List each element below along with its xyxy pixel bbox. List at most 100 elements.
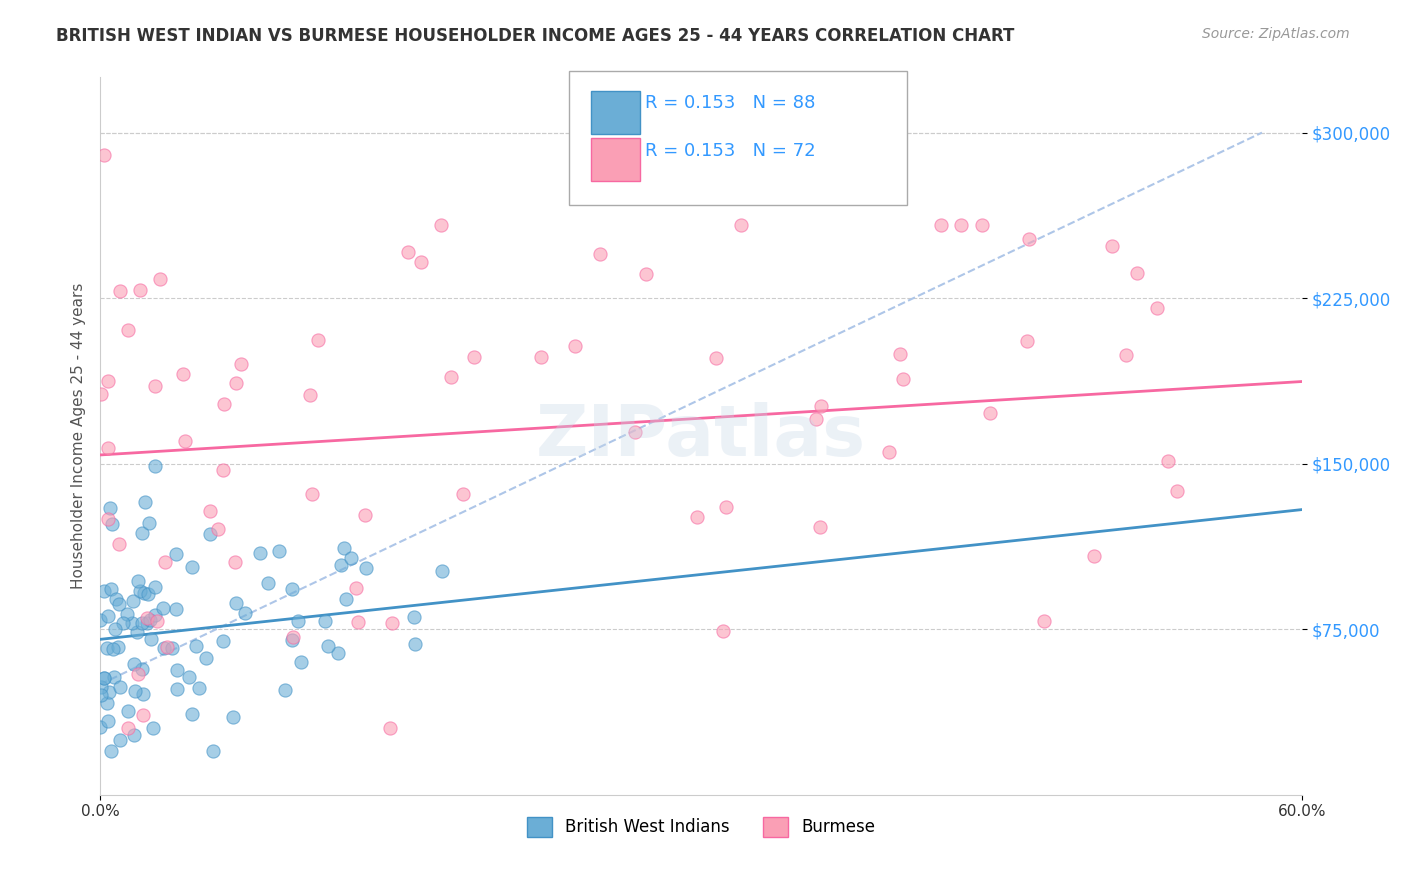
Burmese [979, 406, 1001, 420]
British West Indians [136, 615, 159, 630]
British West Indians [98, 500, 121, 515]
British West Indians [103, 670, 125, 684]
Burmese [231, 357, 253, 371]
British West Indians [93, 671, 115, 685]
British West Indians [187, 681, 209, 695]
British West Indians [131, 525, 153, 540]
British West Indians [200, 527, 222, 541]
British West Indians [89, 720, 111, 734]
Burmese [396, 244, 419, 259]
British West Indians [141, 632, 163, 647]
British West Indians [152, 640, 174, 655]
British West Indians [100, 743, 122, 757]
British West Indians [332, 541, 354, 555]
British West Indians [96, 641, 118, 656]
British West Indians [97, 714, 120, 728]
Burmese [716, 500, 738, 514]
Burmese [153, 555, 176, 569]
British West Indians [194, 650, 217, 665]
Burmese [1115, 348, 1137, 362]
Burmese [172, 367, 194, 381]
British West Indians [290, 655, 312, 669]
Burmese [301, 487, 323, 501]
Burmese [127, 667, 149, 681]
British West Indians [354, 561, 377, 575]
British West Indians [122, 657, 145, 672]
British West Indians [131, 662, 153, 676]
British West Indians [136, 587, 159, 601]
Burmese [1033, 615, 1056, 629]
Burmese [97, 374, 120, 388]
British West Indians [93, 671, 115, 685]
British West Indians [143, 580, 166, 594]
British West Indians [340, 550, 363, 565]
British West Indians [131, 615, 153, 630]
Burmese [1157, 454, 1180, 468]
Burmese [463, 350, 485, 364]
British West Indians [166, 663, 188, 677]
Burmese [564, 339, 586, 353]
Burmese [198, 504, 221, 518]
Burmese [686, 510, 709, 524]
British West Indians [249, 546, 271, 560]
British West Indians [121, 593, 143, 607]
Burmese [224, 555, 246, 569]
British West Indians [104, 622, 127, 636]
Burmese [704, 351, 727, 366]
British West Indians [143, 608, 166, 623]
British West Indians [225, 597, 247, 611]
Burmese [346, 581, 368, 595]
British West Indians [165, 547, 187, 561]
Burmese [131, 708, 153, 723]
British West Indians [222, 710, 245, 724]
British West Indians [93, 584, 115, 599]
Text: Source: ZipAtlas.com: Source: ZipAtlas.com [1202, 27, 1350, 41]
British West Indians [257, 576, 280, 591]
Burmese [804, 412, 827, 426]
Burmese [136, 611, 159, 625]
British West Indians [274, 683, 297, 698]
Burmese [1126, 266, 1149, 280]
British West Indians [202, 743, 225, 757]
Text: BRITISH WEST INDIAN VS BURMESE HOUSEHOLDER INCOME AGES 25 - 44 YEARS CORRELATION: BRITISH WEST INDIAN VS BURMESE HOUSEHOLD… [56, 27, 1015, 45]
British West Indians [127, 574, 149, 589]
Burmese [889, 347, 911, 361]
Burmese [347, 615, 370, 629]
Y-axis label: Householder Income Ages 25 - 44 years: Householder Income Ages 25 - 44 years [72, 283, 86, 590]
Burmese [1166, 484, 1188, 499]
British West Indians [142, 722, 165, 736]
Burmese [90, 387, 112, 401]
Burmese [1101, 239, 1123, 253]
British West Indians [90, 680, 112, 694]
British West Indians [97, 609, 120, 624]
Burmese [307, 333, 329, 347]
British West Indians [212, 634, 235, 648]
British West Indians [139, 613, 162, 627]
Burmese [451, 486, 474, 500]
British West Indians [132, 687, 155, 701]
Burmese [530, 350, 553, 364]
British West Indians [132, 586, 155, 600]
Burmese [117, 323, 139, 337]
Burmese [429, 219, 451, 233]
Text: ZIPatlas: ZIPatlas [536, 401, 866, 471]
Burmese [173, 434, 195, 449]
British West Indians [316, 640, 339, 654]
British West Indians [281, 632, 304, 647]
British West Indians [165, 602, 187, 616]
British West Indians [124, 683, 146, 698]
Text: R = 0.153   N = 88: R = 0.153 N = 88 [645, 95, 815, 112]
Burmese [212, 397, 235, 411]
British West Indians [326, 646, 349, 660]
British West Indians [160, 641, 183, 656]
Burmese [636, 268, 658, 282]
British West Indians [143, 458, 166, 473]
Burmese [1083, 549, 1105, 563]
Burmese [730, 219, 752, 233]
British West Indians [103, 641, 125, 656]
Burmese [97, 442, 120, 456]
British West Indians [101, 516, 124, 531]
British West Indians [108, 681, 131, 695]
Burmese [117, 722, 139, 736]
Burmese [146, 614, 169, 628]
